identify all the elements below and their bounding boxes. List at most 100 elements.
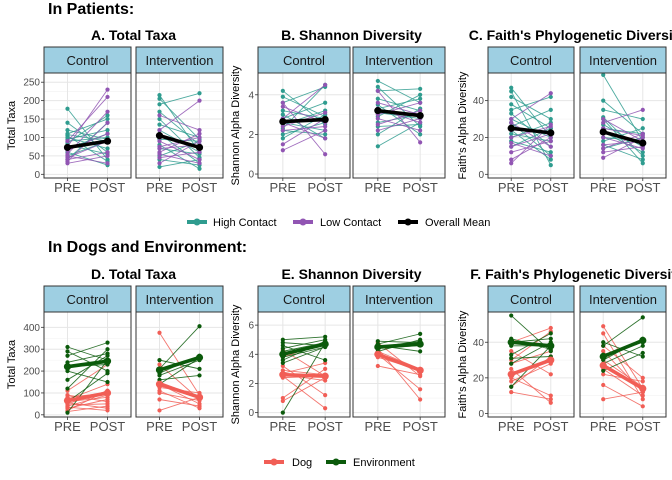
y-tick-label: 20 [473, 133, 485, 144]
facet-intervention: Intervention PRE POST [352, 285, 446, 434]
legend-dot-dog [270, 458, 278, 466]
data-point-dog [639, 384, 647, 393]
series-line-environment [282, 345, 326, 361]
data-point-dog [548, 393, 553, 398]
data-point-low-contact [105, 87, 110, 92]
facet-outline [43, 72, 132, 179]
data-point-high-contact [157, 116, 162, 122]
facet-intervention: Intervention PRE POST [352, 46, 446, 195]
data-point-environment [105, 340, 110, 345]
series-line-dog [377, 365, 421, 376]
series-line-dog [67, 405, 108, 412]
series-line-environment [511, 356, 551, 359]
series-line-environment [282, 346, 326, 364]
legend-dogs-environment: Dog Environment [264, 457, 415, 469]
panel-c: C. Faith's Phylogenetic Diversity Faith's… [457, 27, 672, 195]
data-point-dog [105, 403, 110, 409]
facet-strip-label: Intervention [589, 292, 657, 307]
data-point-overall-mean [63, 143, 72, 152]
legend-entry-overall-mean: Overall Mean [398, 217, 490, 229]
data-point-low-contact [197, 128, 202, 133]
series-line-low-contact [282, 122, 326, 139]
facet-strip-label: Intervention [589, 53, 657, 68]
facet-outline [257, 72, 351, 179]
facet-strip [579, 285, 667, 313]
data-point-environment [157, 358, 162, 363]
series-line-high-contact [511, 109, 551, 127]
data-point-environment [639, 336, 647, 345]
data-point-high-contact [105, 113, 110, 118]
data-point-low-contact [548, 91, 553, 96]
series-line-low-contact [67, 122, 108, 162]
data-point-low-contact [105, 161, 110, 166]
data-point-high-contact [601, 107, 606, 112]
data-point-high-contact [280, 108, 285, 113]
series-line-environment [282, 342, 326, 413]
data-point-high-contact [105, 128, 110, 133]
series-line-environment [602, 316, 644, 347]
data-point-environment [509, 352, 514, 357]
data-point-low-contact [323, 82, 328, 87]
facet-outline [352, 72, 446, 179]
series-line-low-contact [603, 127, 643, 137]
facet-outline [257, 311, 351, 418]
series-line-dog [282, 368, 326, 399]
series-line-high-contact [511, 96, 551, 120]
data-point-low-contact [509, 140, 514, 146]
series-line-high-contact [67, 118, 108, 135]
series-line-high-contact [67, 137, 108, 142]
series-line-environment [282, 342, 326, 357]
facet-strip-label: Control [67, 292, 109, 307]
facet-intervention: Intervention PRE POST [135, 46, 224, 195]
series-line-low-contact [159, 153, 200, 164]
y-tick-label: 200 [23, 96, 40, 107]
series-line-high-contact [282, 102, 326, 119]
data-point-dog [601, 324, 606, 329]
series-line-dog [282, 372, 326, 378]
facet-strip-label: Control [510, 53, 552, 68]
data-point-high-contact [65, 128, 70, 133]
data-point-environment [105, 371, 110, 376]
data-point-environment [599, 352, 607, 361]
x-tick-label: PRE [54, 180, 81, 195]
facet-intervention: Intervention PRE POST [579, 285, 667, 434]
facet-strip [487, 285, 575, 313]
series-line-overall-mean [67, 139, 108, 150]
data-point-high-contact [157, 102, 162, 107]
series-line-low-contact [159, 114, 200, 131]
y-tick-label: 20 [473, 373, 485, 384]
data-point-high-contact [601, 72, 606, 77]
series-line-high-contact [377, 80, 421, 104]
series-line-low-contact [159, 140, 200, 160]
series-line-environment [377, 342, 421, 349]
series-line-environment [282, 336, 326, 341]
panel-title: E. Shannon Diversity [281, 266, 421, 282]
series-line-dog [282, 375, 326, 409]
data-point-high-contact [323, 100, 328, 105]
data-point-high-contact [280, 88, 285, 93]
section-title-patients: In Patients: [48, 1, 134, 18]
data-point-environment [509, 356, 514, 361]
data-point-low-contact [157, 146, 162, 151]
facet-control: Control PRE POST [257, 285, 351, 434]
data-point-environment [280, 340, 285, 345]
y-tick-label: 0 [478, 409, 484, 420]
data-point-high-contact [509, 131, 514, 136]
legend-entry-low-contact: Low Contact [293, 217, 381, 229]
data-point-dog [601, 349, 606, 354]
series-line-high-contact [282, 96, 326, 117]
x-tick-label: PRE [364, 180, 391, 195]
y-tick-label: 2 [248, 379, 254, 390]
y-tick-label: 0 [248, 408, 254, 419]
data-point-high-contact [640, 150, 645, 155]
series-line-low-contact [159, 100, 200, 131]
data-point-low-contact [640, 131, 645, 136]
series-line-high-contact [159, 94, 200, 153]
data-point-high-contact [548, 94, 553, 100]
data-point-low-contact [601, 155, 606, 160]
data-point-low-contact [509, 144, 514, 149]
x-tick-label: PRE [269, 180, 296, 195]
x-tick-label: POST [533, 180, 568, 195]
data-point-low-contact [323, 128, 328, 133]
data-point-low-contact [280, 100, 285, 105]
